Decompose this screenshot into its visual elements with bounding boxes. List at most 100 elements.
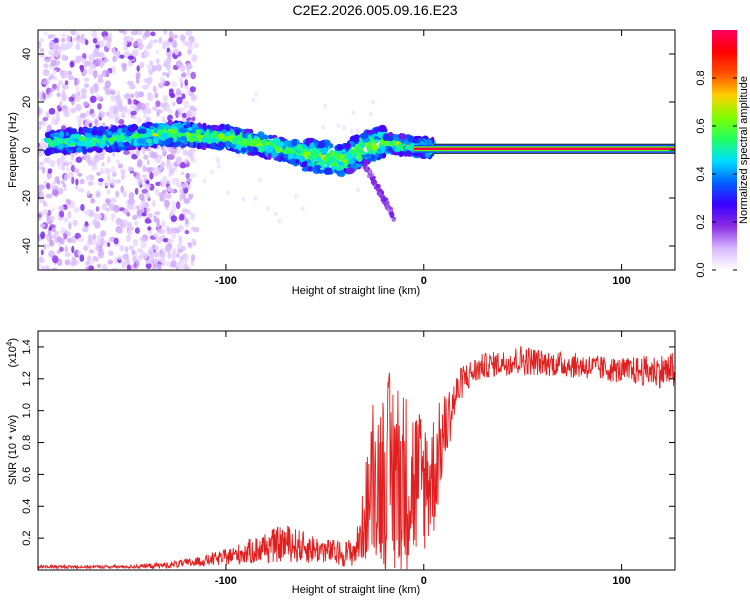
noise-point [167, 238, 174, 244]
noise-point [90, 198, 96, 204]
noise-point [143, 201, 149, 209]
tone-core [413, 147, 675, 150]
spectral-point [354, 144, 361, 151]
noise-point [178, 235, 183, 243]
spectral-point [240, 147, 247, 153]
noise-point [127, 197, 135, 206]
noise-point [104, 89, 112, 96]
noise-point [64, 80, 69, 86]
noise-point [173, 48, 178, 55]
y-tick-label: 40 [21, 48, 33, 60]
spectral-point [146, 138, 153, 144]
noise-point [120, 112, 126, 119]
noise-point [143, 112, 148, 119]
noise-point [135, 76, 140, 84]
colorbar-tick-label: 0.6 [695, 118, 707, 133]
spectral-point [404, 146, 414, 150]
noise-point [156, 58, 160, 65]
noise-point [48, 91, 53, 97]
spectral-point [76, 140, 85, 147]
noise-point [113, 204, 120, 213]
noise-point [40, 48, 44, 53]
noise-point [165, 63, 171, 71]
spectral-point [196, 142, 201, 150]
spectral-point [398, 133, 407, 140]
noise-point [131, 249, 136, 255]
noise-point [82, 101, 89, 107]
spectral-point [289, 158, 296, 165]
spectral-point [385, 200, 390, 205]
noise-point [79, 35, 84, 44]
spectral-point [407, 135, 413, 143]
snr-frame [37, 330, 676, 571]
spectral-point [75, 146, 83, 153]
noise-point [51, 234, 58, 239]
noise-point [43, 243, 47, 250]
noise-point [141, 174, 147, 179]
noise-point [43, 79, 49, 86]
noise-point [370, 99, 375, 105]
noise-point [175, 60, 183, 68]
noise-point [64, 259, 71, 266]
noise-point [86, 176, 92, 181]
noise-point [166, 73, 170, 78]
noise-point [125, 234, 131, 243]
spectral-point [397, 143, 402, 149]
spectral-point [123, 141, 131, 147]
spectral-point [329, 143, 334, 149]
noise-point [136, 117, 142, 124]
noise-point [136, 248, 143, 253]
noise-point [90, 237, 97, 246]
noise-point [154, 92, 159, 99]
noise-point [115, 116, 119, 124]
x-tick-label: 0 [421, 275, 427, 287]
noise-point [137, 91, 144, 98]
spectral-point [201, 136, 208, 143]
spectral-point [231, 139, 237, 145]
noise-point [40, 249, 44, 256]
noise-point [56, 92, 61, 97]
noise-point [159, 249, 163, 255]
noise-point [192, 116, 196, 122]
noise-point [92, 233, 96, 240]
noise-point [82, 226, 89, 233]
spectral-point [350, 149, 356, 156]
noise-point [70, 30, 77, 36]
spectral-point [364, 168, 369, 173]
spectral-point [366, 129, 375, 134]
noise-point [73, 207, 80, 213]
noise-point [161, 228, 166, 235]
noise-point [127, 55, 135, 60]
spectral-point [113, 143, 119, 149]
noise-point [133, 262, 137, 269]
noise-point [42, 69, 50, 77]
noise-point [66, 35, 71, 43]
noise-point [83, 60, 88, 69]
noise-point [57, 187, 64, 195]
noise-point [91, 157, 98, 163]
spectral-point [49, 133, 56, 138]
noise-point [155, 100, 161, 108]
spectral-point [359, 132, 369, 140]
noise-point [190, 212, 196, 221]
noise-point [171, 233, 177, 239]
noise-point [349, 128, 354, 134]
noise-point [83, 210, 90, 215]
noise-point [150, 151, 158, 159]
noise-point [126, 264, 131, 270]
noise-point [142, 252, 148, 260]
noise-point [145, 167, 152, 172]
noise-point [127, 167, 134, 172]
noise-point [172, 247, 177, 255]
noise-point [47, 168, 53, 174]
noise-point [122, 253, 129, 260]
spectral-point [323, 156, 328, 164]
noise-point [45, 111, 50, 119]
spectral-point [249, 140, 256, 145]
noise-point [87, 67, 94, 76]
noise-point [146, 78, 152, 86]
noise-point [351, 109, 356, 115]
noise-point [110, 166, 116, 175]
spectral-point [303, 151, 312, 157]
noise-point [168, 30, 174, 38]
